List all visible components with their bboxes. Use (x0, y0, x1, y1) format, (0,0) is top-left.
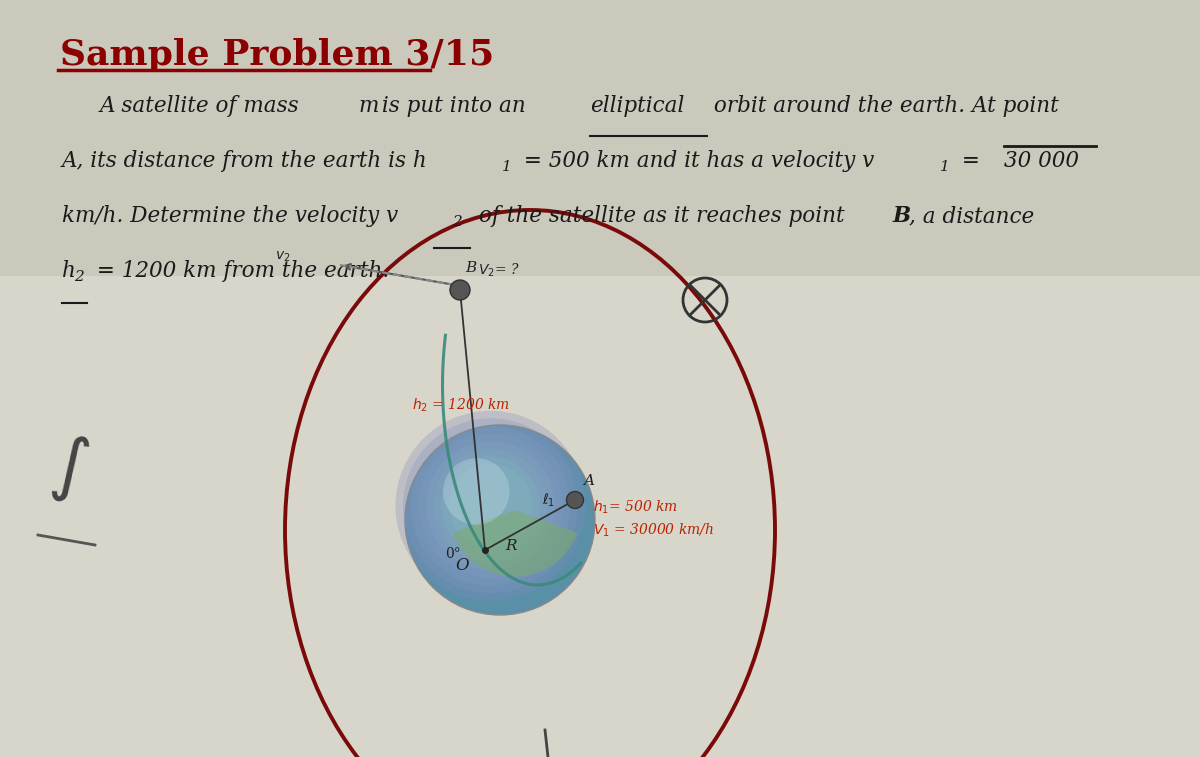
Text: R: R (505, 539, 516, 553)
Text: 1: 1 (940, 160, 949, 174)
Circle shape (443, 458, 510, 525)
Text: $v_2$: $v_2$ (275, 250, 290, 264)
FancyBboxPatch shape (0, 276, 1200, 757)
Text: $\int$: $\int$ (46, 429, 92, 507)
Wedge shape (452, 510, 577, 577)
Text: 2: 2 (452, 215, 462, 229)
Circle shape (396, 411, 586, 601)
Text: h: h (62, 260, 76, 282)
Text: B: B (466, 261, 476, 275)
Text: $h_1$= 500 km: $h_1$= 500 km (593, 499, 678, 516)
Text: O: O (455, 557, 469, 574)
Text: =: = (955, 150, 980, 172)
Circle shape (403, 419, 578, 593)
Text: A: A (583, 474, 594, 488)
Text: elliptical: elliptical (590, 95, 684, 117)
Circle shape (449, 464, 533, 547)
Circle shape (566, 491, 583, 509)
Text: B: B (893, 205, 911, 227)
Text: = 1200 km from the earth.: = 1200 km from the earth. (90, 260, 389, 282)
Text: 2: 2 (74, 270, 84, 284)
Circle shape (406, 425, 595, 615)
Text: 0°: 0° (445, 547, 461, 561)
Text: A satellite of mass: A satellite of mass (100, 95, 306, 117)
Text: km/h. Determine the velocity v: km/h. Determine the velocity v (62, 205, 398, 227)
Text: $h_2$ = 1200 km: $h_2$ = 1200 km (413, 397, 511, 414)
Text: Sample Problem 3/15: Sample Problem 3/15 (60, 38, 494, 72)
Circle shape (426, 441, 556, 570)
Text: orbit around the earth. At point: orbit around the earth. At point (707, 95, 1058, 117)
Text: $V_1$ = 30000 km/h: $V_1$ = 30000 km/h (593, 522, 714, 540)
Circle shape (410, 426, 570, 586)
Text: = 500 km and it has a velocity v: = 500 km and it has a velocity v (517, 150, 875, 172)
Text: m: m (358, 95, 378, 117)
Text: A, its distance from the earth is h: A, its distance from the earth is h (62, 150, 427, 172)
Text: is put into an: is put into an (374, 95, 533, 117)
Text: 1: 1 (502, 160, 511, 174)
Circle shape (419, 434, 563, 578)
Text: $\ell_1$: $\ell_1$ (542, 492, 556, 509)
FancyBboxPatch shape (0, 0, 1200, 276)
Text: 30 000: 30 000 (1004, 150, 1079, 172)
Circle shape (442, 456, 540, 555)
Text: of the satellite as it reaches point: of the satellite as it reaches point (472, 205, 852, 227)
Text: , a distance: , a distance (910, 205, 1034, 227)
Circle shape (433, 449, 547, 562)
Circle shape (450, 280, 470, 300)
Text: $V_2$= ?: $V_2$= ? (478, 262, 520, 279)
